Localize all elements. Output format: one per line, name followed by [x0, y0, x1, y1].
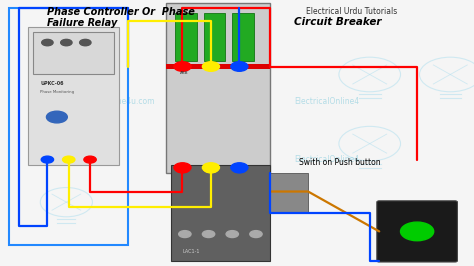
Circle shape — [231, 62, 248, 71]
Text: Swith on Push button: Swith on Push button — [299, 158, 380, 167]
Circle shape — [231, 163, 248, 172]
Text: Electrica: Electrica — [180, 97, 213, 106]
Bar — [166, 64, 270, 69]
Circle shape — [250, 231, 262, 238]
Circle shape — [41, 156, 54, 163]
Circle shape — [175, 165, 190, 173]
Text: Electrical Urdu Tutorials: Electrical Urdu Tutorials — [306, 7, 397, 16]
Circle shape — [174, 163, 191, 172]
Text: ElectricalOnline4: ElectricalOnline4 — [294, 155, 359, 164]
Circle shape — [202, 62, 219, 71]
Bar — [33, 32, 114, 74]
Circle shape — [204, 165, 218, 173]
FancyBboxPatch shape — [377, 201, 457, 262]
Circle shape — [84, 156, 96, 163]
Circle shape — [46, 111, 67, 123]
Text: Electrica: Electrica — [180, 155, 213, 164]
Bar — [270, 173, 308, 213]
Text: UPKC-06: UPKC-06 — [40, 81, 64, 86]
Bar — [175, 13, 197, 61]
Text: Circuit Breaker: Circuit Breaker — [294, 17, 382, 27]
Text: ABB: ABB — [180, 72, 189, 76]
Circle shape — [202, 231, 215, 238]
Circle shape — [61, 39, 72, 46]
Circle shape — [179, 231, 191, 238]
Bar — [232, 13, 254, 61]
Text: Phase Monitoring: Phase Monitoring — [40, 90, 74, 94]
Bar — [166, 3, 270, 173]
Circle shape — [202, 163, 219, 172]
Text: LAC1-1: LAC1-1 — [182, 249, 200, 254]
Circle shape — [226, 231, 238, 238]
Bar — [204, 13, 225, 61]
Text: ElectricalOnline4: ElectricalOnline4 — [294, 97, 359, 106]
Bar — [9, 8, 128, 245]
Text: ElectricalOnline4u.com: ElectricalOnline4u.com — [66, 97, 155, 106]
Bar — [28, 27, 118, 165]
Text: Phase Controller Or  Phase
Failure Relay: Phase Controller Or Phase Failure Relay — [47, 7, 195, 28]
Circle shape — [42, 39, 53, 46]
Circle shape — [232, 165, 246, 173]
Bar — [171, 165, 270, 261]
Circle shape — [174, 62, 191, 71]
Circle shape — [63, 156, 75, 163]
Circle shape — [401, 222, 434, 241]
Circle shape — [80, 39, 91, 46]
